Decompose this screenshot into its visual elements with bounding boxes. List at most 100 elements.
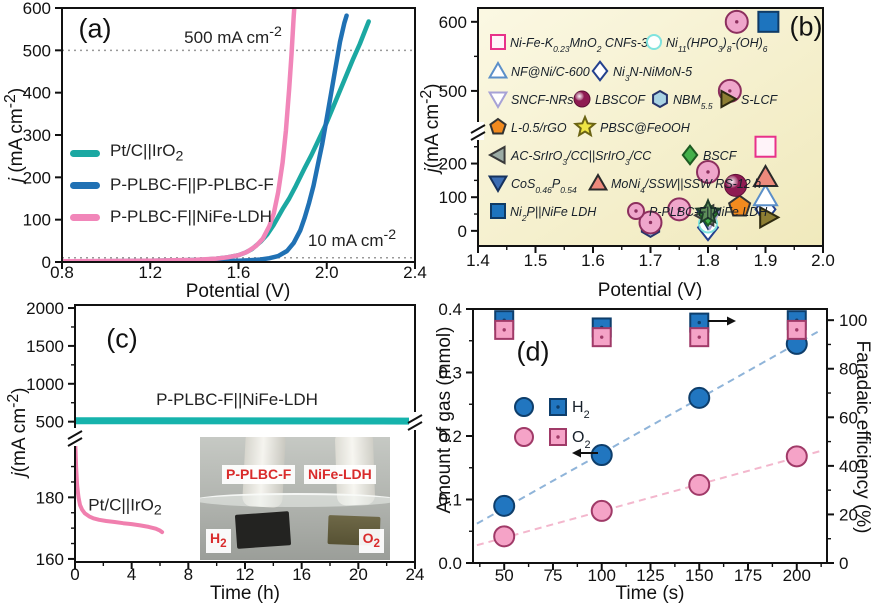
axis-break [67, 428, 83, 447]
svg-text:75: 75 [544, 566, 563, 585]
svg-text:0.8: 0.8 [50, 263, 74, 282]
svg-text:16: 16 [292, 565, 311, 584]
svg-text:20: 20 [839, 505, 858, 524]
trend-line [476, 449, 823, 547]
legend-item: S-LCF [720, 89, 778, 109]
point-square [591, 327, 612, 348]
point-triRight [759, 205, 781, 230]
panel-a-legend: Pt/C||IrO2 P-PLBC-F||P-PLBC-F P-PLBC-F||Ni… [70, 141, 274, 237]
point-circle [688, 386, 711, 409]
point-pentagon [727, 194, 752, 217]
point-circle [696, 159, 720, 184]
svg-text:500: 500 [23, 41, 51, 60]
svg-text:50: 50 [495, 566, 514, 585]
legend-item: P-PLBC-F||NiFe LDH [627, 202, 768, 220]
legend-label: P-PLBC-F||P-PLBC-F [110, 175, 274, 194]
svg-text:4: 4 [127, 565, 136, 584]
svg-text:20: 20 [349, 565, 368, 584]
svg-text:1.8: 1.8 [696, 251, 720, 270]
panel-a-ylabel: j (mA cm-2) [1, 87, 28, 183]
legend-marker-square [490, 34, 506, 50]
point-square [786, 319, 807, 340]
svg-text:1.6: 1.6 [581, 251, 605, 270]
legend-marker-triRight [720, 89, 739, 109]
axis-break [407, 412, 423, 431]
legend-item: O2 [549, 428, 591, 451]
svg-text:0: 0 [839, 554, 848, 573]
legend-item: MoNi4/SSW||SSW RS-12 h [587, 172, 761, 195]
svg-text:O2: O2 [572, 429, 591, 451]
svg-text:Ni2P||NiFe LDH: Ni2P||NiFe LDH [510, 205, 597, 223]
svg-text:100: 100 [23, 211, 51, 230]
svg-text:0: 0 [458, 222, 467, 241]
svg-text:200: 200 [783, 566, 811, 585]
svg-text:500: 500 [36, 413, 64, 432]
axis-pointer-arrow [572, 448, 598, 458]
legend-item: P-PLBC-F||NiFe-LDH [70, 205, 274, 229]
panel-c-xlabel: Time (h) [209, 583, 281, 604]
axis-break [470, 122, 486, 141]
trend-line [476, 328, 823, 525]
legend-marker-square [549, 428, 567, 446]
svg-text:1.5: 1.5 [524, 251, 548, 270]
legend-item: Ni2P||NiFe LDH [490, 203, 597, 223]
svg-text:0: 0 [70, 565, 79, 584]
legend-item: Ni11(HPO3)8-(OH)6 [646, 34, 768, 54]
legend-marker-star [573, 114, 597, 138]
legend-marker-circle [627, 202, 645, 220]
legend-item: NBM5.5 [652, 89, 713, 111]
svg-text:1500: 1500 [26, 337, 64, 356]
panel-b-letter: (b) [789, 11, 823, 42]
svg-text:200: 200 [23, 168, 51, 187]
panel-b-xlabel: Potential (V) [597, 280, 703, 301]
svg-text:0.0: 0.0 [438, 554, 462, 573]
svg-text:2.0: 2.0 [811, 251, 835, 270]
point-circle [688, 473, 711, 496]
curve-a-2 [63, 9, 297, 261]
svg-text:100: 100 [839, 311, 867, 330]
legend-marker-triUp [487, 60, 509, 79]
electrolyzer-photo-inset: P-PLBC-F NiFe-LDH H2 O2 [200, 437, 390, 560]
svg-text:125: 125 [636, 566, 664, 585]
inset-water-meniscus [200, 493, 390, 507]
svg-text:0.2: 0.2 [438, 427, 462, 446]
svg-text:CoS0.46P0.54: CoS0.46P0.54 [511, 177, 577, 195]
inset-label-h2-gas: H2 [206, 529, 231, 553]
legend-item: P-PLBC-F||P-PLBC-F [70, 173, 274, 197]
svg-text:SNCF-NRs: SNCF-NRs [511, 93, 574, 107]
inset-catalyst-sample-left [234, 511, 292, 549]
svg-text:MoNi4/SSW||SSW RS-12 h: MoNi4/SSW||SSW RS-12 h [611, 177, 761, 195]
svg-text:60: 60 [839, 408, 858, 427]
point-square [689, 327, 710, 348]
panel-d-ylabel-right: Faradaic efficiency (%) [852, 340, 873, 534]
inset-label-o2-gas: O2 [358, 529, 384, 553]
legend-marker-diamond [591, 60, 609, 82]
svg-text:100: 100 [588, 566, 616, 585]
svg-text:2.0: 2.0 [315, 263, 339, 282]
svg-text:0.3: 0.3 [438, 364, 462, 383]
inset-label-left-electrode: P-PLBC-F [222, 465, 296, 485]
svg-text:100: 100 [439, 188, 467, 207]
svg-text:L-0.5/rGO: L-0.5/rGO [511, 121, 567, 135]
panel-d-letter: (d) [516, 336, 550, 367]
panel-d: 50 75 100 125 150 175 200 0.0 0.1 0.2 0.3 0.4 0 20 40 6… [438, 300, 867, 585]
svg-text:24: 24 [406, 565, 425, 584]
legend-marker-diamond [681, 144, 699, 166]
svg-text:160: 160 [36, 550, 64, 569]
panel-c: 0 4 8 12 16 20 24 160 180 500 1000 1500 2000 [26, 299, 424, 584]
legend-marker-pentagon [489, 117, 507, 135]
svg-text:H2: H2 [572, 399, 590, 421]
legend-swatch [70, 181, 100, 189]
panel-b-ylabel: j(mA cm-2) [417, 83, 444, 173]
inset-label-right-electrode: NiFe-LDH [304, 465, 376, 485]
annotation-10ma: 10 mA cm-2 [307, 227, 397, 250]
svg-text:LBSCOF: LBSCOF [595, 93, 646, 107]
legend-marker-circle [514, 427, 534, 447]
legend-label: Pt/C||IrO2 [110, 141, 184, 165]
legend-marker-triDown [487, 91, 509, 110]
legend-item: NF@Ni/C-600 [487, 60, 590, 79]
svg-text:150: 150 [685, 566, 713, 585]
legend-item [514, 397, 534, 417]
